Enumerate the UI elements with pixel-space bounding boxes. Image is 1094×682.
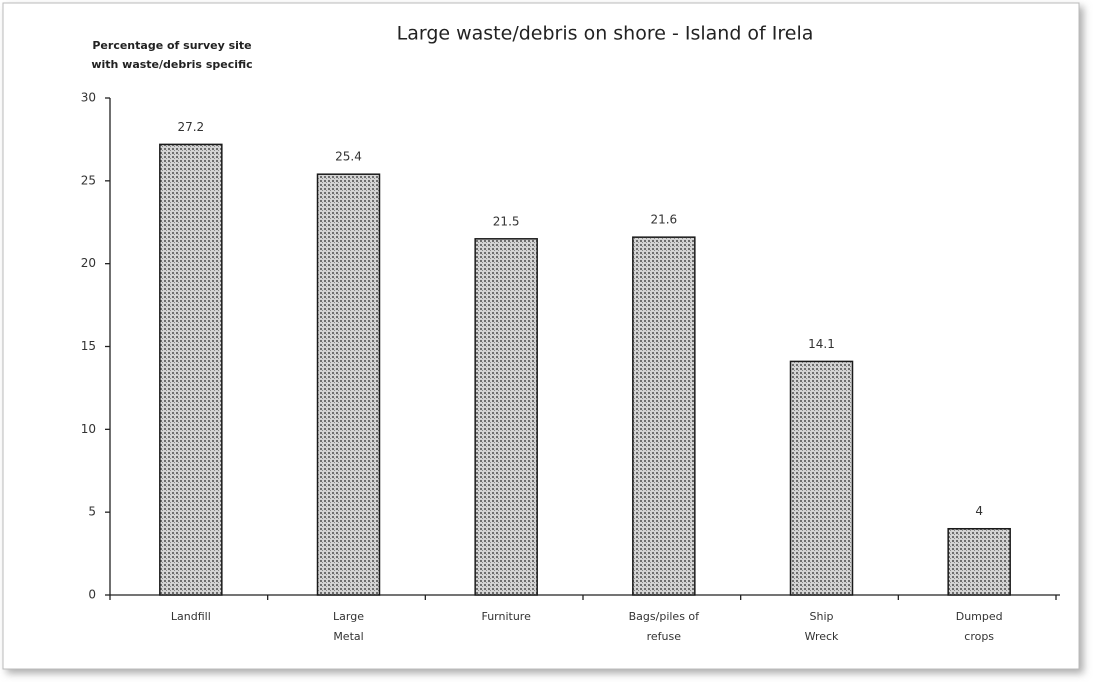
y-tick-label: 15 xyxy=(81,339,96,353)
bar xyxy=(316,173,381,596)
x-tick-label: Bags/piles of refuse xyxy=(629,610,701,643)
y-tick-label: 5 xyxy=(88,505,96,519)
bar xyxy=(159,143,223,596)
y-tick-label: 0 xyxy=(88,588,96,602)
value-label: 21.5 xyxy=(493,214,520,228)
value-label: 25.4 xyxy=(335,150,362,164)
y-tick-label: 20 xyxy=(81,256,96,270)
value-label: 4 xyxy=(975,504,983,518)
x-tick-label: Furniture xyxy=(481,610,531,623)
bar xyxy=(947,527,1011,596)
value-label: 14.1 xyxy=(808,337,835,351)
bar xyxy=(632,236,696,596)
bar xyxy=(789,360,854,596)
y-tick-label: 10 xyxy=(81,422,96,436)
value-label: 27.2 xyxy=(177,120,204,134)
y-tick-label: 30 xyxy=(81,91,96,105)
y-axis-label: Percentage of survey site xyxy=(92,39,251,52)
x-tick-label: Dumped crops xyxy=(956,610,1003,643)
chart-title: Large waste/debris on shore - Island of … xyxy=(397,23,814,45)
x-tick-label: Landfill xyxy=(171,610,211,623)
y-tick-label: 25 xyxy=(81,173,96,187)
x-tick-label: Large Metal xyxy=(333,610,364,643)
value-label: 21.6 xyxy=(650,213,677,227)
bar xyxy=(474,238,538,596)
x-tick-label: Ship Wreck xyxy=(805,610,839,643)
y-axis-label: with waste/debris specific xyxy=(91,58,252,71)
